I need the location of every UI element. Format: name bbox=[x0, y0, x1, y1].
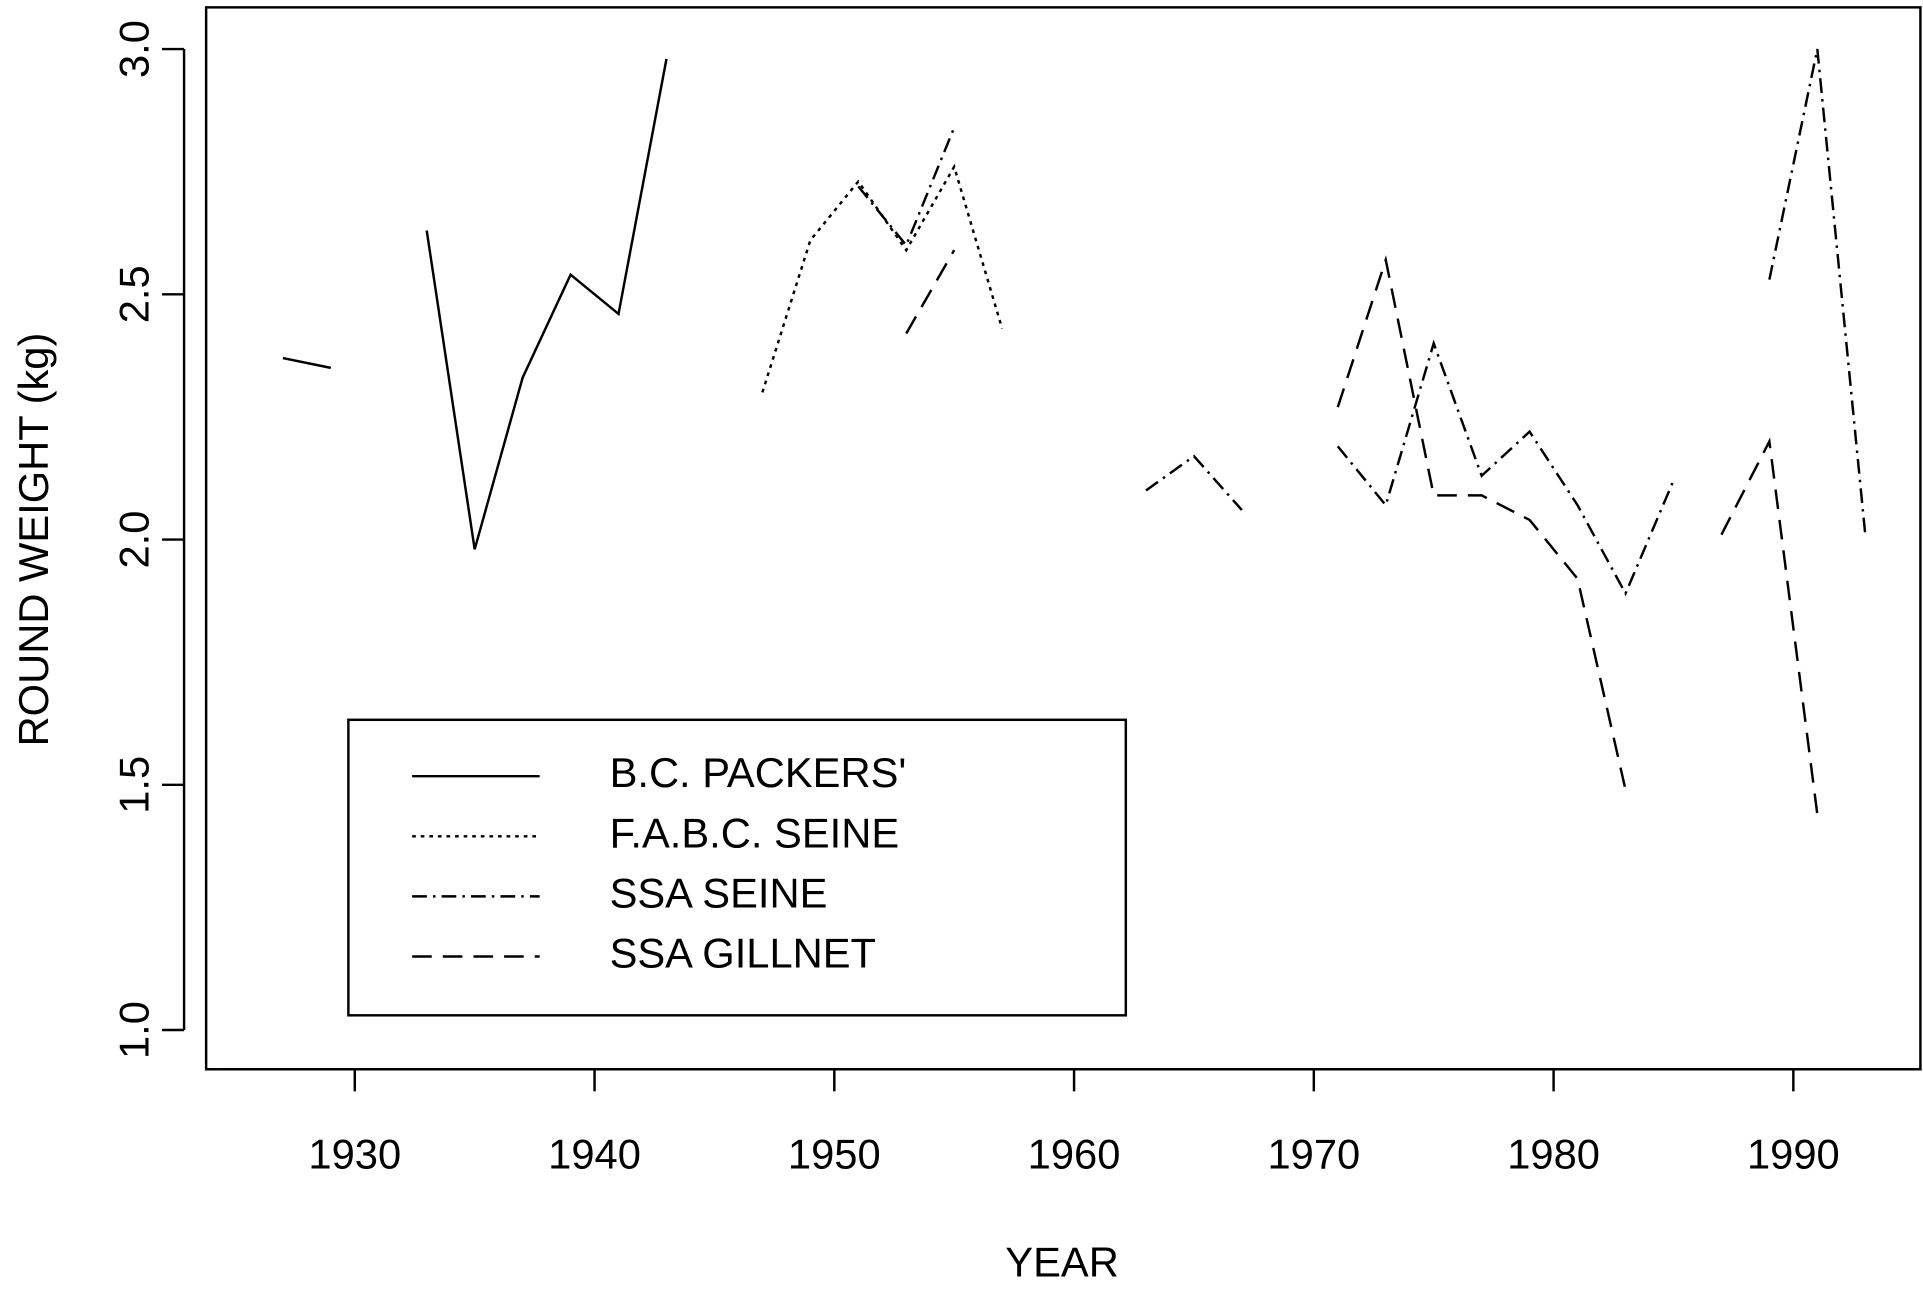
y-tick-label: 1.0 bbox=[110, 1001, 157, 1059]
y-tick-label: 2.0 bbox=[110, 511, 157, 569]
series-line bbox=[857, 48, 1867, 597]
legend-label: SSA SEINE bbox=[610, 869, 828, 916]
series-line bbox=[905, 249, 1819, 815]
x-tick-label: 1940 bbox=[548, 1131, 641, 1178]
y-tick-label: 2.5 bbox=[110, 265, 157, 323]
legend-label: SSA GILLNET bbox=[610, 929, 876, 976]
legend-box bbox=[347, 718, 1128, 1017]
x-tick-label: 1930 bbox=[308, 1131, 401, 1178]
x-tick-label: 1980 bbox=[1507, 1131, 1600, 1178]
y-tick-label: 3.0 bbox=[110, 20, 157, 78]
x-axis-label: YEAR bbox=[1005, 1238, 1119, 1285]
x-tick-label: 1960 bbox=[1028, 1131, 1121, 1178]
y-axis-label: ROUND WEIGHT (kg) bbox=[10, 333, 57, 747]
legend-label: B.C. PACKERS' bbox=[610, 749, 907, 796]
x-tick-label: 1950 bbox=[788, 1131, 881, 1178]
series-line bbox=[282, 58, 668, 550]
series-line bbox=[761, 163, 1004, 393]
x-tick-label: 1990 bbox=[1747, 1131, 1840, 1178]
x-tick-label: 1970 bbox=[1267, 1131, 1360, 1178]
legend-label: F.A.B.C. SEINE bbox=[610, 809, 900, 856]
y-tick-label: 1.5 bbox=[110, 756, 157, 814]
